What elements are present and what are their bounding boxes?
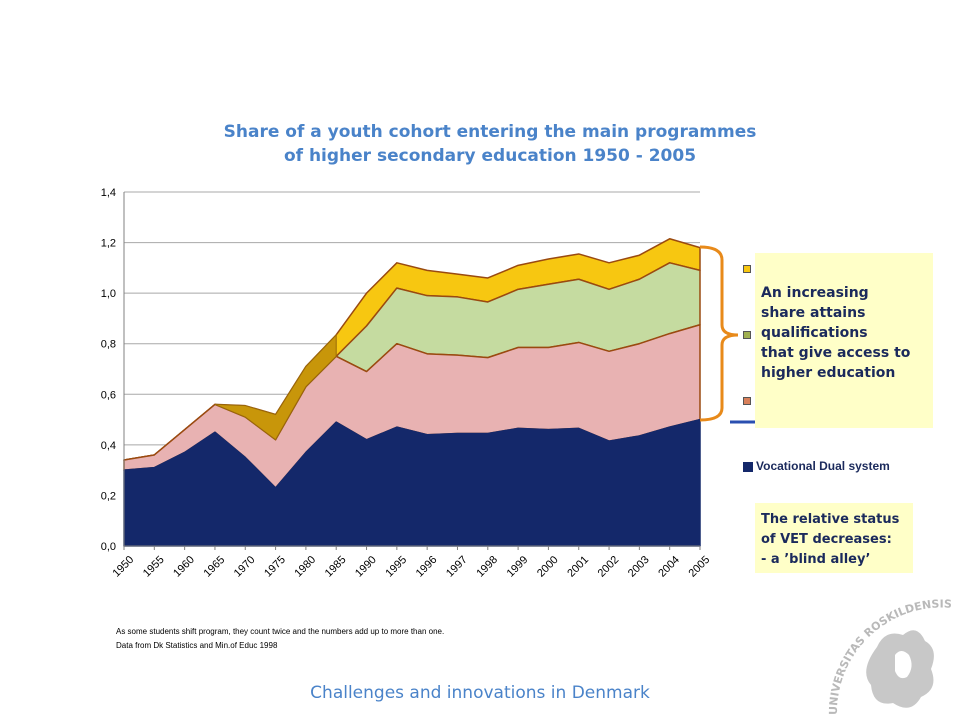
legend-label-vocational: Vocational Dual system <box>756 459 890 473</box>
x-tick-label: 1975 <box>262 554 288 580</box>
callout2-line-1: The relative status <box>761 512 900 527</box>
chart-title-line-2: of higher secondary education 1950 - 200… <box>283 146 697 166</box>
axes <box>123 192 700 547</box>
x-tick-label: 1999 <box>505 554 531 580</box>
x-tick-label: 1980 <box>292 554 318 580</box>
y-tick-label: 1,4 <box>101 187 116 199</box>
orange-bracket <box>699 245 739 422</box>
callout1-line-4: that give access to <box>761 345 911 361</box>
callout1-line-3: qualifications <box>761 325 868 341</box>
callout-increasing-share: An increasing share attains qualificatio… <box>755 253 933 428</box>
x-tick-label: 1990 <box>353 554 379 580</box>
stacked-areas <box>123 238 701 547</box>
y-tick-label: 0,4 <box>101 440 116 452</box>
chart-title-line-1: Share of a youth cohort entering the mai… <box>223 122 757 142</box>
x-tick-label: 1960 <box>171 554 197 580</box>
legend-marker-vocational <box>743 462 753 472</box>
callout1-line-5: higher education <box>761 365 896 381</box>
legend-marker-yellow <box>743 265 751 273</box>
x-tick-label: 1998 <box>474 554 500 580</box>
y-tick-label: 0,6 <box>101 389 116 401</box>
footer-title: Challenges and innovations in Denmark <box>310 683 650 703</box>
y-tick-label: 1,2 <box>101 238 116 250</box>
y-tick-label: 0,8 <box>101 339 116 351</box>
x-tick-labels: 1950 1955 1960 1965 1970 1975 1980 1985 1990 1995… <box>111 546 713 580</box>
y-tick-label: 1,0 <box>101 288 116 300</box>
y-tick-labels: 0,0 0,2 0,4 0,6 0,8 1,0 1,2 1,4 <box>101 187 116 553</box>
callout2-line-2: of VET decreases: <box>761 532 892 547</box>
y-tick-label: 0,0 <box>101 541 116 553</box>
chart-title: Share of a youth cohort entering the mai… <box>190 120 790 168</box>
x-tick-label: 1955 <box>141 554 167 580</box>
x-tick-label: 1996 <box>414 554 440 580</box>
x-tick-label: 1950 <box>111 554 137 580</box>
x-tick-label: 2002 <box>596 554 622 580</box>
legend-marker-green <box>743 331 751 339</box>
x-tick-label: 1985 <box>323 554 349 580</box>
area-dark-segment <box>214 333 337 441</box>
x-tick-label: 2001 <box>565 554 591 580</box>
note-double-counting: As some students shift program, they cou… <box>116 627 445 636</box>
x-tick-label: 2003 <box>626 554 652 580</box>
callout1-line-2: share attains <box>761 305 866 321</box>
note-data-source: Data from Dk Statistics and Min.of Educ … <box>116 641 278 650</box>
x-tick-label: 1995 <box>383 554 409 580</box>
legend-marker-pink <box>743 397 751 405</box>
callout-vet-status: The relative status of VET decreases: - … <box>755 503 913 573</box>
callout1-line-1: An increasing <box>761 285 869 301</box>
x-tick-label: 1997 <box>444 554 470 580</box>
x-tick-label: 2004 <box>656 554 682 580</box>
callout2-line-3: - a ’blind alley’ <box>761 552 871 567</box>
university-seal-logo: UNIVERSITAS ROSKILDENSIS <box>827 597 952 715</box>
x-tick-label: 2000 <box>535 554 561 580</box>
x-tick-label: 2005 <box>687 554 713 580</box>
y-tick-label: 0,2 <box>101 490 116 502</box>
x-tick-label: 1965 <box>201 554 227 580</box>
x-tick-label: 1970 <box>232 554 258 580</box>
